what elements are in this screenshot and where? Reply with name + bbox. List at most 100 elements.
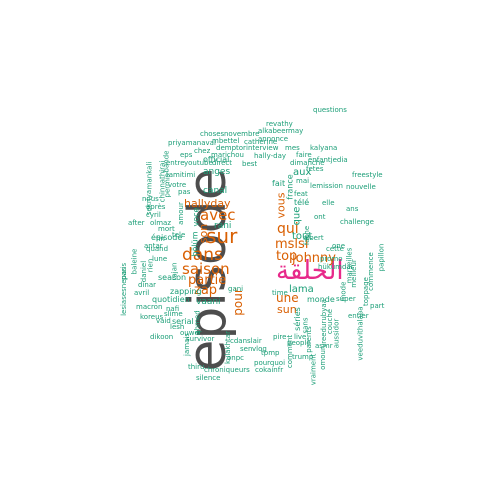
word-aux: aux: [293, 167, 312, 178]
word-quand: quand: [146, 245, 169, 253]
word-enfantjedia: enfantjedia: [308, 156, 348, 164]
word-lesh: lesh: [170, 323, 185, 331]
word-hallyday: hallyday: [184, 197, 231, 210]
word-season: season: [158, 273, 187, 282]
word-apres: après: [146, 203, 166, 211]
word-chinnathirai: chinnathirai: [158, 160, 167, 203]
word-super: super: [336, 295, 356, 303]
word-freestyle: freestyle: [352, 171, 383, 179]
word-zap: zap: [194, 283, 218, 298]
word-sun: sun: [277, 303, 297, 316]
word-novembre: novembre: [224, 130, 260, 138]
word-chroniqueurs: chroniqueurs: [204, 366, 250, 374]
word-mbettel: mbettel: [212, 137, 240, 145]
word-monde: monde: [307, 295, 335, 304]
word-annonce: annonce: [258, 135, 289, 143]
word-hally-day: hally-day: [254, 152, 287, 160]
word-amour: amour: [176, 202, 185, 225]
word-direct: direct: [212, 159, 233, 167]
word-may: may: [288, 127, 304, 135]
word-vaani: vaani: [196, 297, 221, 307]
word-halqa: الحلقة: [276, 256, 344, 286]
word-cyril: cyril: [146, 211, 161, 219]
word-mort: mort: [158, 225, 175, 233]
word-revathy: revathy: [266, 120, 293, 128]
word-ouwer: ouwer: [180, 329, 202, 337]
word-fin: fin: [156, 235, 165, 243]
word-omour: omour: [318, 347, 327, 370]
word-slime: slime: [164, 310, 183, 318]
word-thiru: thiru: [188, 363, 205, 371]
word-ans: ans: [346, 205, 359, 213]
word-onpc: onpc: [227, 354, 245, 362]
word-avril: avril: [134, 289, 150, 297]
word-sur: sur: [206, 224, 238, 248]
word-son: son: [197, 223, 211, 244]
word-veeduvithalapa: veeduvithalapa: [356, 306, 365, 361]
word-official: official: [203, 155, 230, 164]
word-mankali: mankali: [145, 161, 154, 190]
word-nafi: nafi: [166, 305, 180, 313]
word-episode-small: épisode: [151, 233, 183, 242]
word-trump: trump: [292, 353, 314, 361]
word-quotidien: quotidien: [152, 295, 190, 304]
word-macron: macron: [136, 303, 163, 311]
word-marseilles: marseilles: [345, 247, 354, 284]
word-daniel: daniel: [140, 260, 149, 283]
word-sekriya: sekriya: [145, 189, 154, 216]
word-nouvelle: nouvelle: [346, 183, 376, 191]
word-koreus: koreus: [140, 313, 164, 321]
word-olmaz: olmaz: [150, 219, 172, 227]
word-serial: serial: [172, 317, 194, 326]
word-sen: sen: [240, 345, 253, 353]
word-mes: mes: [285, 144, 300, 152]
word-cokainfr: cokainfr: [255, 366, 284, 374]
word-parents: parents: [304, 326, 313, 353]
word-after: after: [128, 219, 145, 227]
word-mode: mode: [339, 281, 348, 302]
word-tele-2: tele: [172, 231, 186, 239]
word-mai: mai: [296, 177, 310, 185]
word-tout: tout: [292, 231, 313, 242]
word-papillon: papillon: [377, 243, 386, 272]
word-choses: choses: [200, 130, 225, 138]
word-asmr: asmr: [315, 342, 333, 350]
word-avec: avec: [200, 206, 236, 224]
word-survivor: survivor: [186, 335, 215, 343]
word-toppage: toppage: [361, 277, 370, 306]
word-entier: entier: [348, 312, 369, 320]
word-partie: partie: [188, 273, 227, 288]
word-pourquoi: pourquoi: [254, 359, 286, 367]
word-vraiment: vraiment: [309, 353, 318, 386]
word-cdanslair: cdanslair: [230, 337, 262, 345]
word-silence: silence: [196, 374, 221, 382]
word-baleine: baleine: [130, 248, 139, 275]
word-johnny: johnny: [292, 251, 336, 266]
word-time: time: [272, 289, 288, 297]
word-comment: comment: [286, 334, 295, 369]
word-people: people: [287, 339, 311, 347]
word-dans: dans: [182, 245, 223, 265]
word-cette: cette: [326, 245, 344, 253]
word-zapping: zapping: [170, 287, 202, 296]
word-feat: feat: [294, 190, 308, 198]
word-une: une: [276, 291, 299, 305]
word-mslsl: mslsl: [275, 237, 309, 252]
word-questions: questions: [313, 106, 347, 114]
word-dimanche: dimanche: [290, 159, 325, 167]
word-votre: votre: [168, 181, 187, 189]
word-ahmed: ahmed: [193, 310, 202, 335]
word-albert: albert: [303, 234, 324, 242]
word-saison: saison: [182, 260, 230, 278]
word-qui: qui: [277, 221, 299, 237]
word-aussidor: aussidor: [332, 318, 341, 349]
word-dikoon: dikoon: [150, 333, 174, 341]
word-lune: lune: [152, 255, 168, 263]
word-gani: gani: [228, 285, 244, 293]
word-tpmp: tpmp: [261, 349, 280, 357]
word-one: one: [332, 242, 346, 250]
word-lama: lama: [289, 284, 314, 295]
word-dinar: dinar: [138, 281, 156, 289]
word-ont: ont: [314, 213, 326, 221]
